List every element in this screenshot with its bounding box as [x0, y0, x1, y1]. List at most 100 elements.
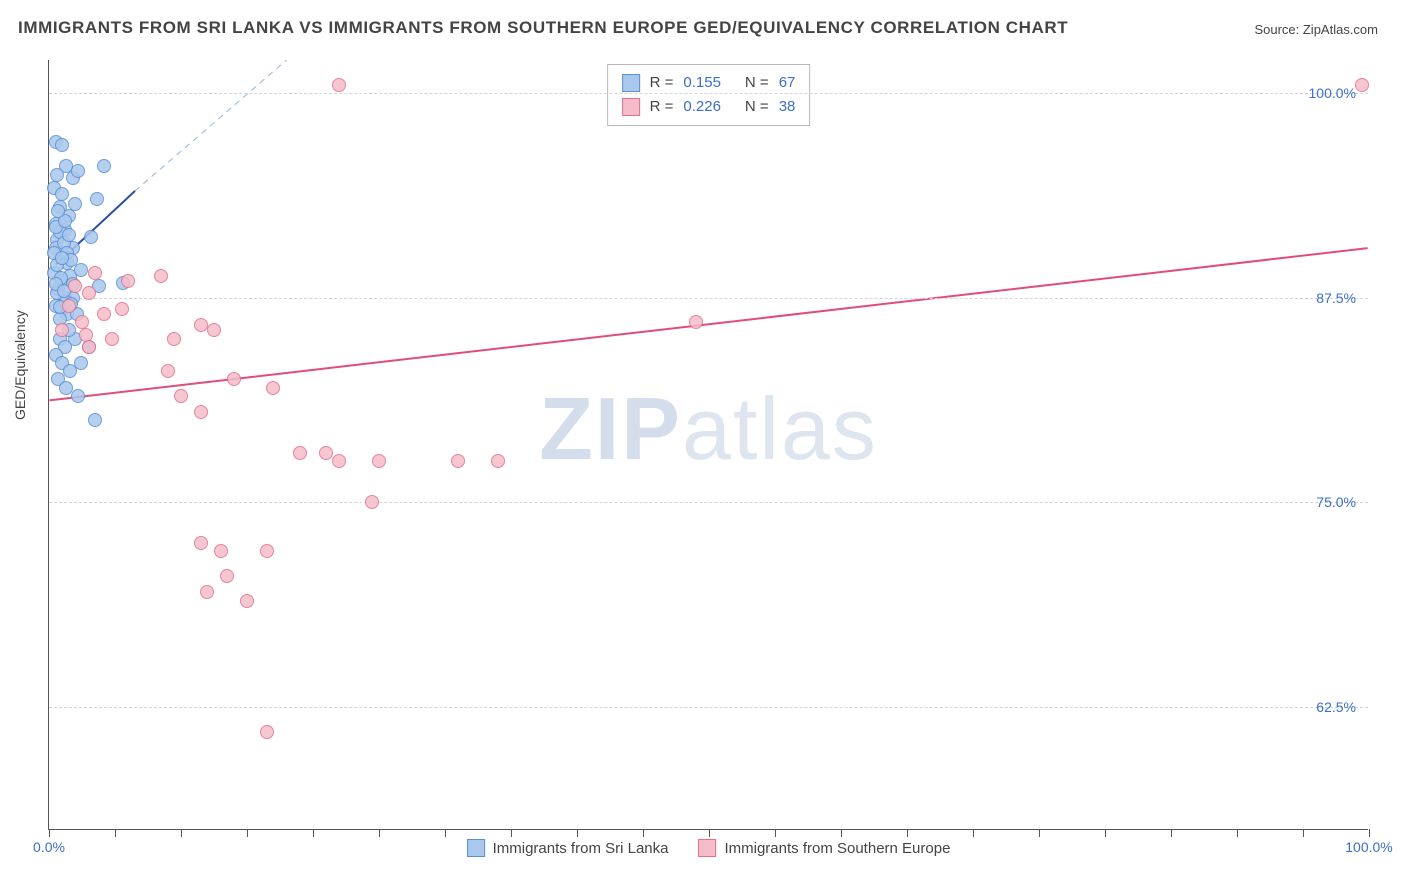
- scatter-point-series1: [105, 332, 119, 346]
- scatter-point-series1: [293, 446, 307, 460]
- scatter-point-series1: [174, 389, 188, 403]
- scatter-point-series0: [55, 251, 69, 265]
- watermark-atlas: atlas: [682, 379, 878, 478]
- scatter-point-series1: [55, 323, 69, 337]
- watermark: ZIPatlas: [539, 378, 878, 480]
- scatter-point-series1: [194, 536, 208, 550]
- x-tick: [49, 829, 50, 837]
- scatter-point-series1: [75, 315, 89, 329]
- y-tick-label: 62.5%: [1316, 699, 1356, 715]
- correlation-legend-row: R =0.226N =38: [622, 95, 796, 119]
- x-tick: [1369, 829, 1370, 837]
- scatter-point-series0: [50, 168, 64, 182]
- legend-r-value: 0.155: [683, 71, 721, 95]
- x-tick: [313, 829, 314, 837]
- legend-n-value: 67: [779, 71, 796, 95]
- gridline-h: [49, 502, 1368, 503]
- source-link[interactable]: ZipAtlas.com: [1303, 22, 1378, 37]
- scatter-point-series1: [1355, 78, 1369, 92]
- scatter-point-series1: [240, 594, 254, 608]
- scatter-point-series1: [88, 266, 102, 280]
- series-legend-item: Immigrants from Southern Europe: [698, 839, 950, 857]
- scatter-point-series0: [55, 138, 69, 152]
- scatter-point-series0: [59, 381, 73, 395]
- x-tick: [1039, 829, 1040, 837]
- x-tick: [115, 829, 116, 837]
- series-name: Immigrants from Southern Europe: [724, 840, 950, 857]
- x-tick: [577, 829, 578, 837]
- legend-swatch: [467, 839, 485, 857]
- scatter-point-series0: [63, 364, 77, 378]
- watermark-zip: ZIP: [539, 379, 682, 478]
- legend-r-label: R =: [650, 95, 674, 119]
- gridline-h: [49, 93, 1368, 94]
- scatter-point-series1: [214, 544, 228, 558]
- scatter-point-series0: [62, 228, 76, 242]
- x-tick: [1237, 829, 1238, 837]
- scatter-point-series1: [62, 299, 76, 313]
- x-tick-label-right: 100.0%: [1345, 839, 1392, 855]
- scatter-point-series1: [82, 286, 96, 300]
- scatter-point-series1: [194, 318, 208, 332]
- scatter-point-series0: [55, 187, 69, 201]
- scatter-point-series0: [71, 164, 85, 178]
- source-attribution: Source: ZipAtlas.com: [1254, 22, 1378, 37]
- scatter-point-series1: [97, 307, 111, 321]
- scatter-point-series1: [319, 446, 333, 460]
- legend-swatch: [698, 839, 716, 857]
- scatter-point-series0: [51, 204, 65, 218]
- scatter-point-series1: [332, 78, 346, 92]
- scatter-point-series1: [167, 332, 181, 346]
- x-tick: [973, 829, 974, 837]
- y-tick-label: 100.0%: [1309, 85, 1356, 101]
- scatter-point-series1: [260, 544, 274, 558]
- scatter-point-series0: [71, 389, 85, 403]
- scatter-point-series1: [332, 454, 346, 468]
- scatter-point-series0: [88, 413, 102, 427]
- scatter-point-series1: [260, 725, 274, 739]
- scatter-point-series1: [227, 372, 241, 386]
- scatter-point-series1: [200, 585, 214, 599]
- y-tick-label: 75.0%: [1316, 494, 1356, 510]
- x-tick: [181, 829, 182, 837]
- x-tick: [247, 829, 248, 837]
- legend-r-label: R =: [650, 71, 674, 95]
- source-label: Source:: [1254, 22, 1302, 37]
- scatter-point-series1: [161, 364, 175, 378]
- scatter-point-series1: [491, 454, 505, 468]
- scatter-point-series1: [121, 274, 135, 288]
- x-tick: [709, 829, 710, 837]
- x-tick: [1303, 829, 1304, 837]
- scatter-point-series1: [266, 381, 280, 395]
- scatter-point-series1: [115, 302, 129, 316]
- x-tick: [841, 829, 842, 837]
- y-tick-label: 87.5%: [1316, 290, 1356, 306]
- scatter-point-series1: [220, 569, 234, 583]
- x-tick: [379, 829, 380, 837]
- legend-r-value: 0.226: [683, 95, 721, 119]
- trend-lines-layer: [49, 60, 1368, 829]
- scatter-point-series1: [372, 454, 386, 468]
- correlation-legend: R = 0.155 N = 67R = 0.226 N = 38: [607, 64, 811, 126]
- x-tick: [1105, 829, 1106, 837]
- scatter-point-series1: [689, 315, 703, 329]
- scatter-point-series1: [365, 495, 379, 509]
- legend-n-value: 38: [779, 95, 796, 119]
- x-tick: [511, 829, 512, 837]
- scatter-point-series0: [97, 159, 111, 173]
- legend-swatch: [622, 98, 640, 116]
- correlation-legend-row: R = 0.155 N = 67: [622, 71, 796, 95]
- gridline-h: [49, 298, 1368, 299]
- scatter-point-series1: [68, 279, 82, 293]
- x-tick: [643, 829, 644, 837]
- scatter-point-series1: [82, 340, 96, 354]
- x-tick: [907, 829, 908, 837]
- x-tick: [445, 829, 446, 837]
- x-tick-label-left: 0.0%: [33, 839, 65, 855]
- series-legend: Immigrants from Sri LankaImmigrants from…: [467, 839, 951, 857]
- legend-n-label: N =: [745, 71, 769, 95]
- scatter-point-series1: [154, 269, 168, 283]
- scatter-point-series0: [90, 192, 104, 206]
- gridline-h: [49, 707, 1368, 708]
- scatter-point-series1: [451, 454, 465, 468]
